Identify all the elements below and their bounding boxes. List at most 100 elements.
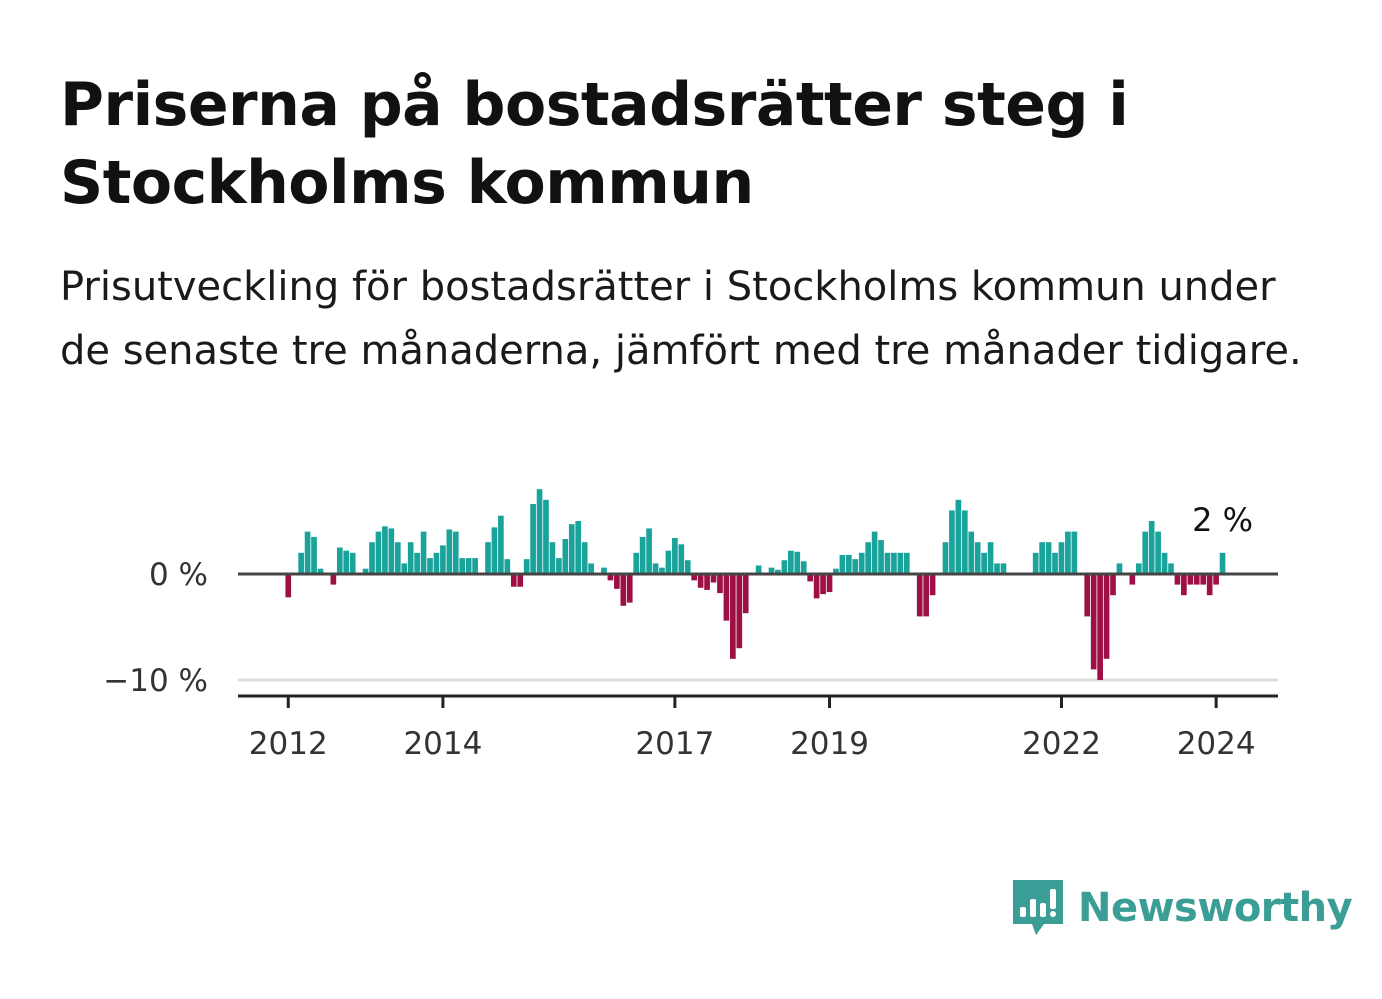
- bar: [1219, 552, 1226, 574]
- bar: [1213, 574, 1219, 585]
- bar: [407, 542, 414, 574]
- bar: [523, 559, 530, 574]
- bar: [1000, 563, 1007, 574]
- bar: [1045, 542, 1052, 574]
- bar: [1090, 574, 1097, 670]
- bar: [517, 574, 524, 587]
- bar: [968, 531, 975, 574]
- bar: [775, 569, 781, 574]
- bar: [349, 552, 356, 574]
- bar: [311, 536, 317, 574]
- bar: [639, 536, 646, 574]
- bar: [955, 499, 962, 574]
- y-tick-label: −10 %: [103, 663, 208, 699]
- bar: [987, 542, 994, 574]
- bar: [839, 554, 846, 574]
- bar: [330, 574, 337, 585]
- bar: [665, 550, 672, 574]
- bar: [1116, 563, 1123, 574]
- bar: [336, 547, 343, 574]
- bar: [717, 574, 723, 594]
- bar: [440, 545, 446, 574]
- x-tick-label: 2019: [790, 726, 869, 762]
- bar: [846, 554, 852, 574]
- bar: [878, 540, 884, 574]
- bar: [304, 531, 311, 574]
- bar: [768, 567, 775, 574]
- bar: [382, 526, 388, 574]
- newsworthy-chart-icon: [1013, 880, 1063, 935]
- bar: [614, 574, 620, 589]
- bar: [626, 574, 633, 603]
- y-tick-label: 0 %: [149, 557, 208, 593]
- bar: [1103, 574, 1110, 659]
- bar: [1181, 574, 1187, 596]
- bar: [1193, 574, 1200, 585]
- bar: [607, 574, 614, 581]
- bar: [427, 558, 433, 574]
- bar: [588, 563, 594, 574]
- bar: [1148, 521, 1155, 574]
- bar: [794, 551, 801, 574]
- bar: [813, 574, 820, 599]
- bar: [1084, 574, 1091, 617]
- bar: [620, 574, 627, 606]
- bar: [961, 510, 968, 574]
- bar: [414, 552, 420, 574]
- bar: [1065, 531, 1071, 574]
- x-tick-label: 2024: [1177, 726, 1256, 762]
- bar: [298, 552, 304, 574]
- bar: [691, 574, 698, 581]
- bar: [1142, 531, 1149, 574]
- bar: [452, 531, 459, 574]
- bar: [1187, 574, 1194, 585]
- bar: [568, 524, 575, 574]
- bar: [556, 558, 562, 574]
- bar: [510, 574, 517, 587]
- bar: [755, 565, 762, 574]
- bar: [504, 559, 511, 574]
- bar: [343, 550, 350, 574]
- bar: [684, 560, 691, 574]
- bar: [949, 510, 955, 574]
- chart-title: Priserna på bostadsrätter steg i Stockho…: [60, 70, 1129, 218]
- bar: [1129, 574, 1136, 585]
- bar: [543, 499, 549, 574]
- bar: [652, 563, 659, 574]
- bar: [678, 544, 685, 574]
- bar: [536, 489, 543, 574]
- bar: [981, 552, 987, 574]
- bar: [581, 542, 588, 574]
- bar: [742, 574, 749, 614]
- bar: [1071, 531, 1078, 574]
- bar: [1155, 531, 1161, 574]
- bar: [401, 563, 408, 574]
- bar: [285, 574, 292, 598]
- axis-layer: 0 % −10 % 2012 2014 2017 2019 2022 2024 2 %: [103, 501, 1278, 762]
- bar: [601, 567, 607, 574]
- bar: [974, 542, 981, 574]
- bar: [369, 542, 375, 574]
- bar: [1200, 574, 1207, 585]
- bar: [942, 542, 949, 574]
- bar: [672, 537, 678, 574]
- bar: [530, 504, 536, 574]
- newsworthy-logo: Newsworthy: [1010, 876, 1353, 940]
- bar: [433, 552, 440, 574]
- chart-subtitle: Prisutveckling för bostadsrätter i Stock…: [60, 264, 1302, 374]
- bars-layer: [285, 489, 1226, 680]
- bar: [472, 558, 478, 574]
- bar: [1052, 552, 1058, 574]
- bar: [781, 560, 788, 574]
- bar: [871, 531, 878, 574]
- bar: [1135, 563, 1142, 574]
- bar: [1206, 574, 1213, 596]
- bar: [491, 527, 498, 574]
- bar: [788, 550, 794, 574]
- bar: [723, 574, 730, 621]
- bar: [1032, 552, 1039, 574]
- x-tick-label: 2012: [249, 726, 328, 762]
- bar: [1174, 574, 1181, 585]
- bar: [884, 552, 891, 574]
- bar: [994, 563, 1000, 574]
